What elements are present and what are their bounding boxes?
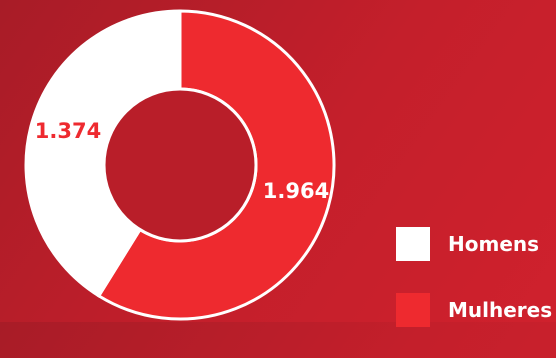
legend-label-homens: Homens	[448, 232, 540, 256]
chart-legend: Homens Mulheres	[396, 226, 552, 358]
donut-hole	[102, 87, 258, 243]
legend-swatch-mulheres	[396, 293, 430, 327]
data-label-mulheres: 1.964	[263, 179, 329, 203]
legend-swatch-homens	[396, 227, 430, 261]
data-label-homens: 1.374	[35, 119, 101, 143]
legend-item-mulheres: Mulheres	[396, 292, 552, 328]
legend-item-homens: Homens	[396, 226, 552, 262]
donut-chart: 1.374 1.964	[34, 11, 334, 319]
legend-label-mulheres: Mulheres	[448, 298, 553, 322]
